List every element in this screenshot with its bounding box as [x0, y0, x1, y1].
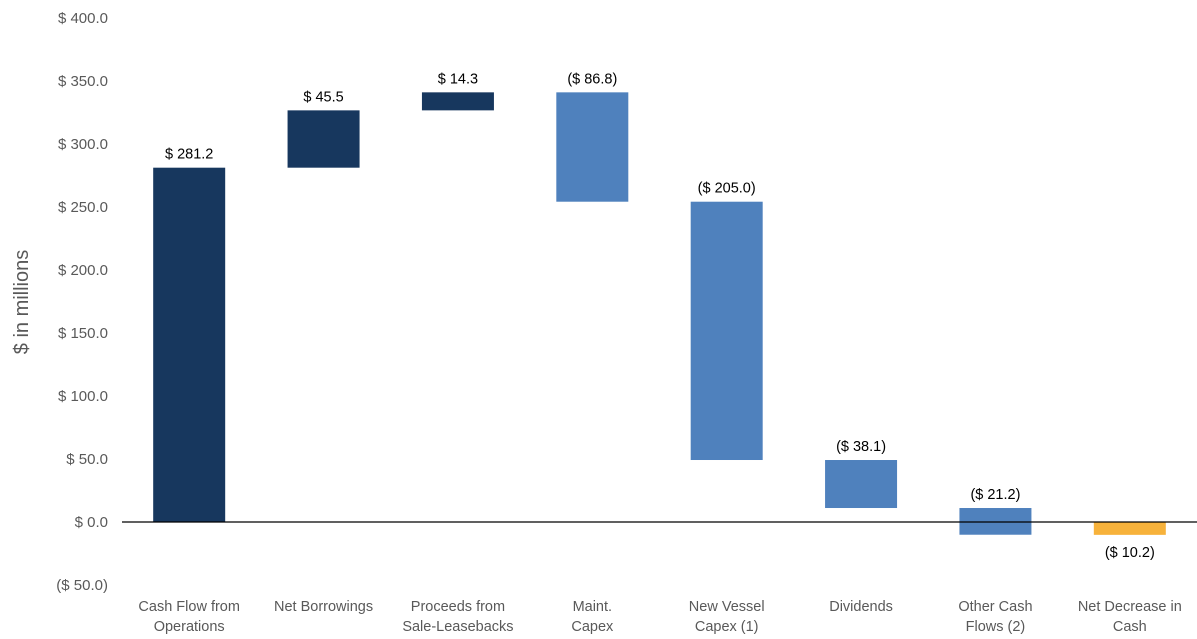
- y-tick-label: $ 350.0: [58, 73, 108, 90]
- x-tick-label: Proceeds from Sale-Leasebacks: [402, 599, 513, 635]
- data-label: ($ 205.0): [698, 181, 756, 197]
- data-label: ($ 86.8): [567, 71, 617, 87]
- x-axis-category-labels: Cash Flow from Operations Net Borrowings Pr…: [138, 599, 1181, 635]
- y-axis-label: $ in millions: [11, 250, 33, 354]
- x-tick-label: Maint. Capex: [571, 599, 614, 635]
- y-tick-label: $ 250.0: [58, 199, 108, 216]
- y-tick-label: $ 0.0: [75, 514, 108, 531]
- y-tick-label: $ 100.0: [58, 388, 108, 405]
- x-tick-label: Cash Flow from Operations: [138, 599, 240, 635]
- bar: [421, 92, 494, 111]
- y-tick-label: ($ 50.0): [56, 577, 108, 594]
- data-label: ($ 21.2): [970, 487, 1020, 503]
- bar: [287, 110, 360, 168]
- x-tick-label: New Vessel Capex (1): [689, 599, 765, 635]
- y-tick-label: $ 400.0: [58, 10, 108, 27]
- bar: [153, 167, 226, 523]
- data-labels: $ 281.2 $ 45.5 $ 14.3 ($ 86.8) ($ 205.0) ($ 3…: [165, 71, 1155, 561]
- data-label: ($ 10.2): [1105, 545, 1155, 561]
- bar: [825, 460, 898, 509]
- bar: [690, 201, 763, 461]
- x-tick-label: Dividends: [829, 599, 893, 615]
- bar: [556, 92, 629, 202]
- y-axis-ticks: $ 400.0 $ 350.0 $ 300.0 $ 250.0 $ 200.0 $ 150…: [56, 10, 108, 594]
- x-tick-label: Other Cash Flows (2): [958, 599, 1032, 635]
- bar: [1093, 522, 1166, 535]
- data-label: $ 45.5: [303, 89, 343, 105]
- y-tick-label: $ 150.0: [58, 325, 108, 342]
- y-tick-label: $ 50.0: [66, 451, 108, 468]
- data-label: ($ 38.1): [836, 439, 886, 455]
- y-tick-label: $ 300.0: [58, 136, 108, 153]
- bars: [153, 92, 1166, 535]
- y-tick-label: $ 200.0: [58, 262, 108, 279]
- x-tick-label: Net Decrease in Cash: [1078, 599, 1182, 635]
- data-label: $ 281.2: [165, 147, 213, 163]
- x-tick-label: Net Borrowings: [274, 599, 373, 615]
- data-label: $ 14.3: [438, 71, 478, 87]
- bar: [959, 508, 1032, 535]
